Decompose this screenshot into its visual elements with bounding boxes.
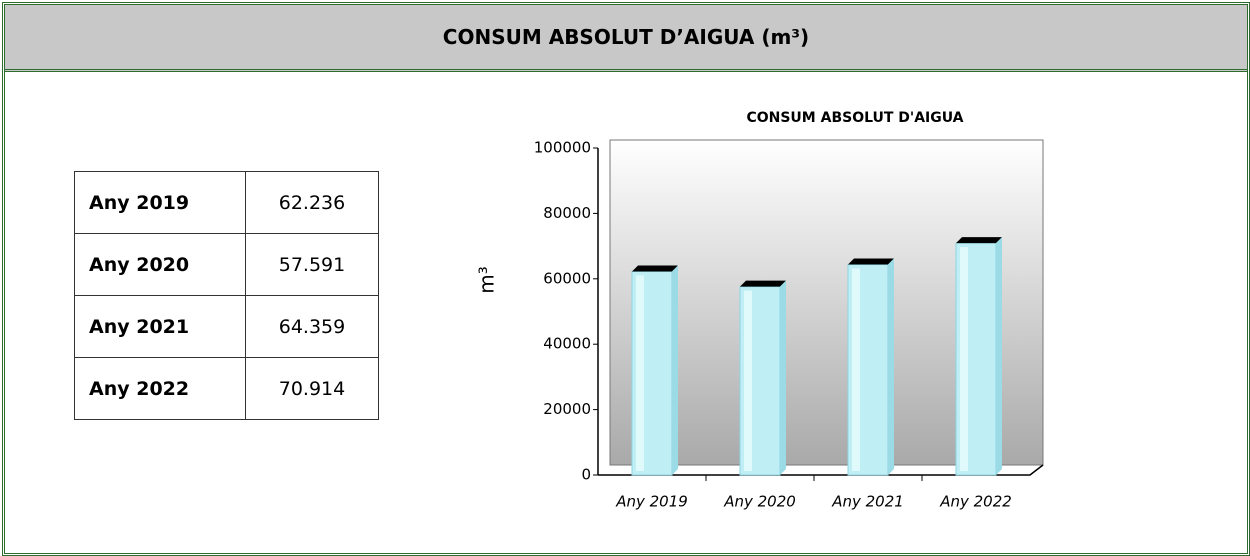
y-tick-label: 60000 (543, 269, 591, 287)
bar-highlight (636, 275, 644, 471)
y-tick-label: 80000 (543, 204, 591, 222)
year-cell: Any 2022 (74, 357, 246, 420)
value-cell: 64.359 (245, 295, 379, 358)
y-tick-label: 20000 (543, 400, 591, 418)
bar-highlight (852, 268, 860, 471)
value-cell: 57.591 (245, 233, 379, 296)
bar-highlight (744, 290, 752, 471)
year-cell: Any 2019 (74, 171, 246, 234)
table-row: Any 2020 57.591 (74, 233, 379, 296)
bar-cap (740, 280, 786, 287)
x-tick-label: Any 2019 (615, 493, 688, 511)
bar-highlight (960, 247, 968, 471)
header: CONSUM ABSOLUT D’AIGUA (m³) (5, 5, 1247, 72)
bar-cap (848, 258, 894, 265)
table-row: Any 2019 62.236 (74, 171, 379, 234)
x-tick-label: Any 2020 (723, 493, 796, 511)
x-tick-label: Any 2021 (831, 493, 904, 511)
bar-side (672, 265, 678, 475)
chart-title: CONSUM ABSOLUT D'AIGUA (746, 110, 963, 126)
table-row: Any 2022 70.914 (74, 357, 379, 420)
x-tick-label: Any 2022 (939, 493, 1012, 511)
header-title: CONSUM ABSOLUT D’AIGUA (m³) (442, 25, 810, 49)
y-tick-label: 100000 (534, 139, 591, 157)
bar-cap (956, 237, 1002, 244)
value-cell: 70.914 (245, 357, 379, 420)
table: Any 2019 62.236 Any 2020 57.591 Any 2021 64.3… (74, 171, 379, 420)
bar-cap (632, 265, 678, 272)
bar-side (888, 258, 894, 475)
bar-side (780, 280, 786, 475)
y-tick-label: 40000 (543, 335, 591, 353)
table-row: Any 2021 64.359 (74, 295, 379, 358)
y-axis-label: m³ (475, 266, 499, 294)
value-cell: 62.236 (245, 171, 379, 234)
year-cell: Any 2021 (74, 295, 246, 358)
year-cell: Any 2020 (74, 233, 246, 296)
bar-side (996, 237, 1002, 475)
table-body: Any 2019 62.236 Any 2020 57.591 Any 2021 64.3… (74, 171, 379, 420)
y-tick-label: 0 (581, 466, 591, 484)
